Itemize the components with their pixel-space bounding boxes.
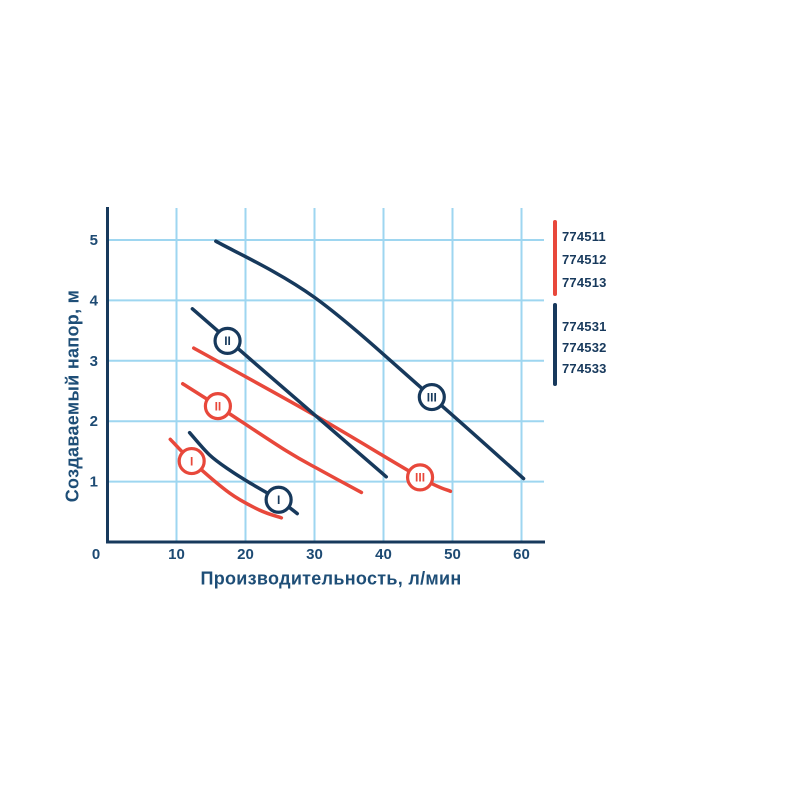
x-tick-label: 50 [444,546,461,563]
x-tick-label: 20 [237,546,254,563]
legend-item: 774513 [562,275,607,290]
y-axis-title: Создаваемый напор, м [62,289,83,503]
x-tick-label: 40 [375,546,392,563]
legend-color-bar-navy [553,303,557,386]
marker-circle-navy-II [213,326,242,355]
marker-label: II [215,399,222,413]
marker-label: I [277,493,280,507]
marker-circle-red-II [203,392,232,421]
marker-label: II [224,334,231,348]
legend-group-red: 774511 774512 774513 [553,220,607,296]
marker-label: III [427,390,437,404]
curve-navy-III [214,239,526,481]
legend-item: 774533 [562,361,607,376]
marker-label: III [415,471,425,485]
legend-item: 774531 [562,319,607,334]
legend-group-navy: 774531 774532 774533 [553,303,607,386]
legend-items-red: 774511 774512 774513 [562,220,607,296]
marker-circle-red-III [405,463,435,492]
y-tick-label: 1 [90,474,98,491]
legend-item: 774512 [562,252,607,267]
legend: 774511 774512 774513 774531 774532 77453… [553,220,607,386]
curve-navy-II [190,307,389,479]
y-tick-label: 3 [90,353,98,370]
curve-red-III [192,346,453,494]
x-tick-label: 30 [306,546,323,563]
marker-label: I [190,454,193,468]
marker-circle-red-I [177,446,206,476]
y-tick-label: 4 [90,292,99,309]
legend-item: 774532 [562,340,607,355]
x-axis-title: Производительность, л/мин [200,568,462,589]
legend-color-bar-red [553,220,557,296]
legend-items-navy: 774531 774532 774533 [562,303,607,386]
marker-circle-navy-III [417,382,446,412]
y-tick-label: 5 [90,232,98,249]
x-tick-label: 10 [168,546,185,563]
y-tick-label: 2 [90,413,98,430]
marker-circle-navy-I [264,485,293,514]
legend-item: 774511 [562,229,606,244]
x-tick-label: 0 [92,546,100,563]
curve-red-II [180,382,364,495]
x-tick-label: 60 [513,546,530,563]
